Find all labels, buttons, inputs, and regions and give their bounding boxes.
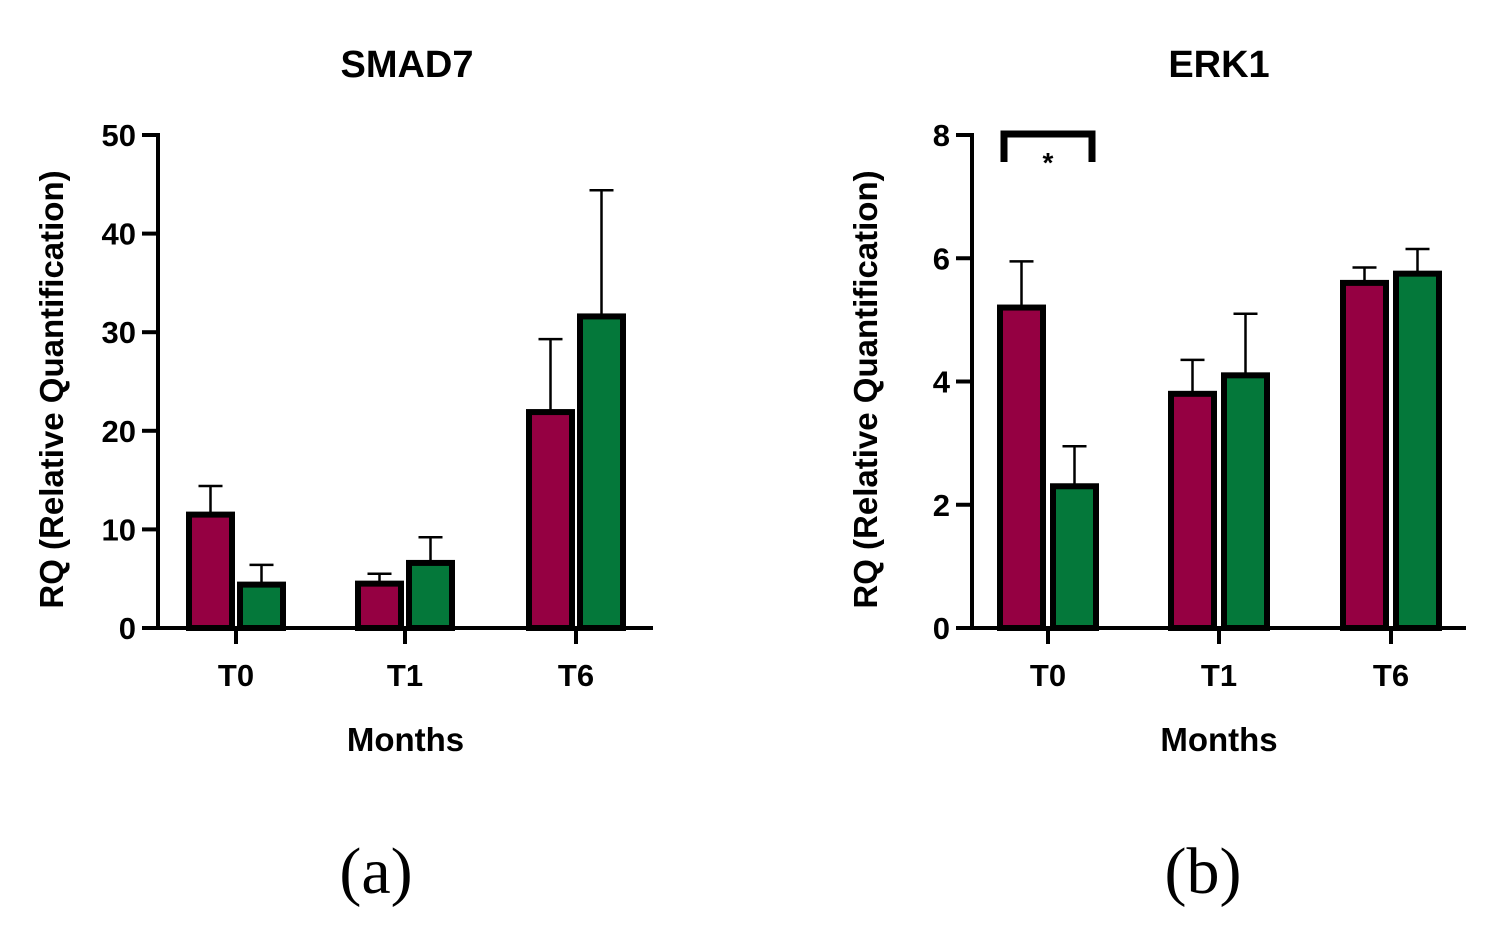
y-axis-label: RQ (Relative Quantification) bbox=[847, 170, 884, 608]
bar-t1-series-1 bbox=[1168, 390, 1217, 632]
bar-t1-series-2 bbox=[406, 559, 455, 632]
y-tick-label: 0 bbox=[119, 611, 136, 646]
y-tick-label: 4 bbox=[933, 365, 951, 400]
x-tick-label: T6 bbox=[1373, 658, 1409, 693]
bar-t0-series-2 bbox=[237, 581, 286, 632]
bar-t6-series-2 bbox=[1393, 270, 1442, 631]
x-tick-label: T0 bbox=[1030, 658, 1066, 693]
x-tick-label: T1 bbox=[1201, 658, 1237, 693]
x-tick-label: T0 bbox=[218, 658, 254, 693]
bar-t6-series-2 bbox=[577, 313, 626, 631]
y-tick-label: 6 bbox=[933, 241, 950, 276]
y-tick-label: 0 bbox=[933, 611, 950, 646]
y-tick-label: 2 bbox=[933, 488, 950, 523]
bar-t0-series-1 bbox=[997, 304, 1046, 631]
x-tick-label: T6 bbox=[558, 658, 594, 693]
y-tick-label: 40 bbox=[102, 217, 136, 252]
y-tick-label: 10 bbox=[102, 512, 136, 547]
x-axis-label: Months bbox=[1160, 721, 1277, 758]
significance-label: * bbox=[1043, 147, 1054, 178]
y-tick-label: 8 bbox=[933, 118, 950, 153]
y-tick-label: 50 bbox=[102, 118, 136, 153]
panel-label: (b) bbox=[1165, 835, 1242, 908]
chart-panel-smad7: SMAD7 RQ (Relative Quantification) Months (… bbox=[33, 44, 653, 908]
bar-t6-series-1 bbox=[1340, 279, 1389, 631]
chart-title: SMAD7 bbox=[340, 44, 473, 86]
significance-bracket bbox=[1000, 130, 1096, 162]
bar-t0-series-1 bbox=[186, 511, 235, 631]
x-tick-label: T1 bbox=[387, 658, 423, 693]
bar-t1-series-1 bbox=[355, 580, 404, 632]
chart-panel-erk1: ERK1 RQ (Relative Quantification) Months (b… bbox=[847, 44, 1466, 908]
y-axis-label: RQ (Relative Quantification) bbox=[33, 170, 70, 608]
bar-t0-series-2 bbox=[1050, 483, 1099, 632]
y-tick-label: 20 bbox=[102, 414, 136, 449]
bar-t1-series-2 bbox=[1221, 372, 1270, 631]
x-axis-label: Months bbox=[347, 721, 464, 758]
panel-label: (a) bbox=[339, 835, 412, 908]
chart-title: ERK1 bbox=[1168, 44, 1269, 86]
y-tick-label: 30 bbox=[102, 315, 136, 350]
bar-t6-series-1 bbox=[526, 409, 575, 632]
